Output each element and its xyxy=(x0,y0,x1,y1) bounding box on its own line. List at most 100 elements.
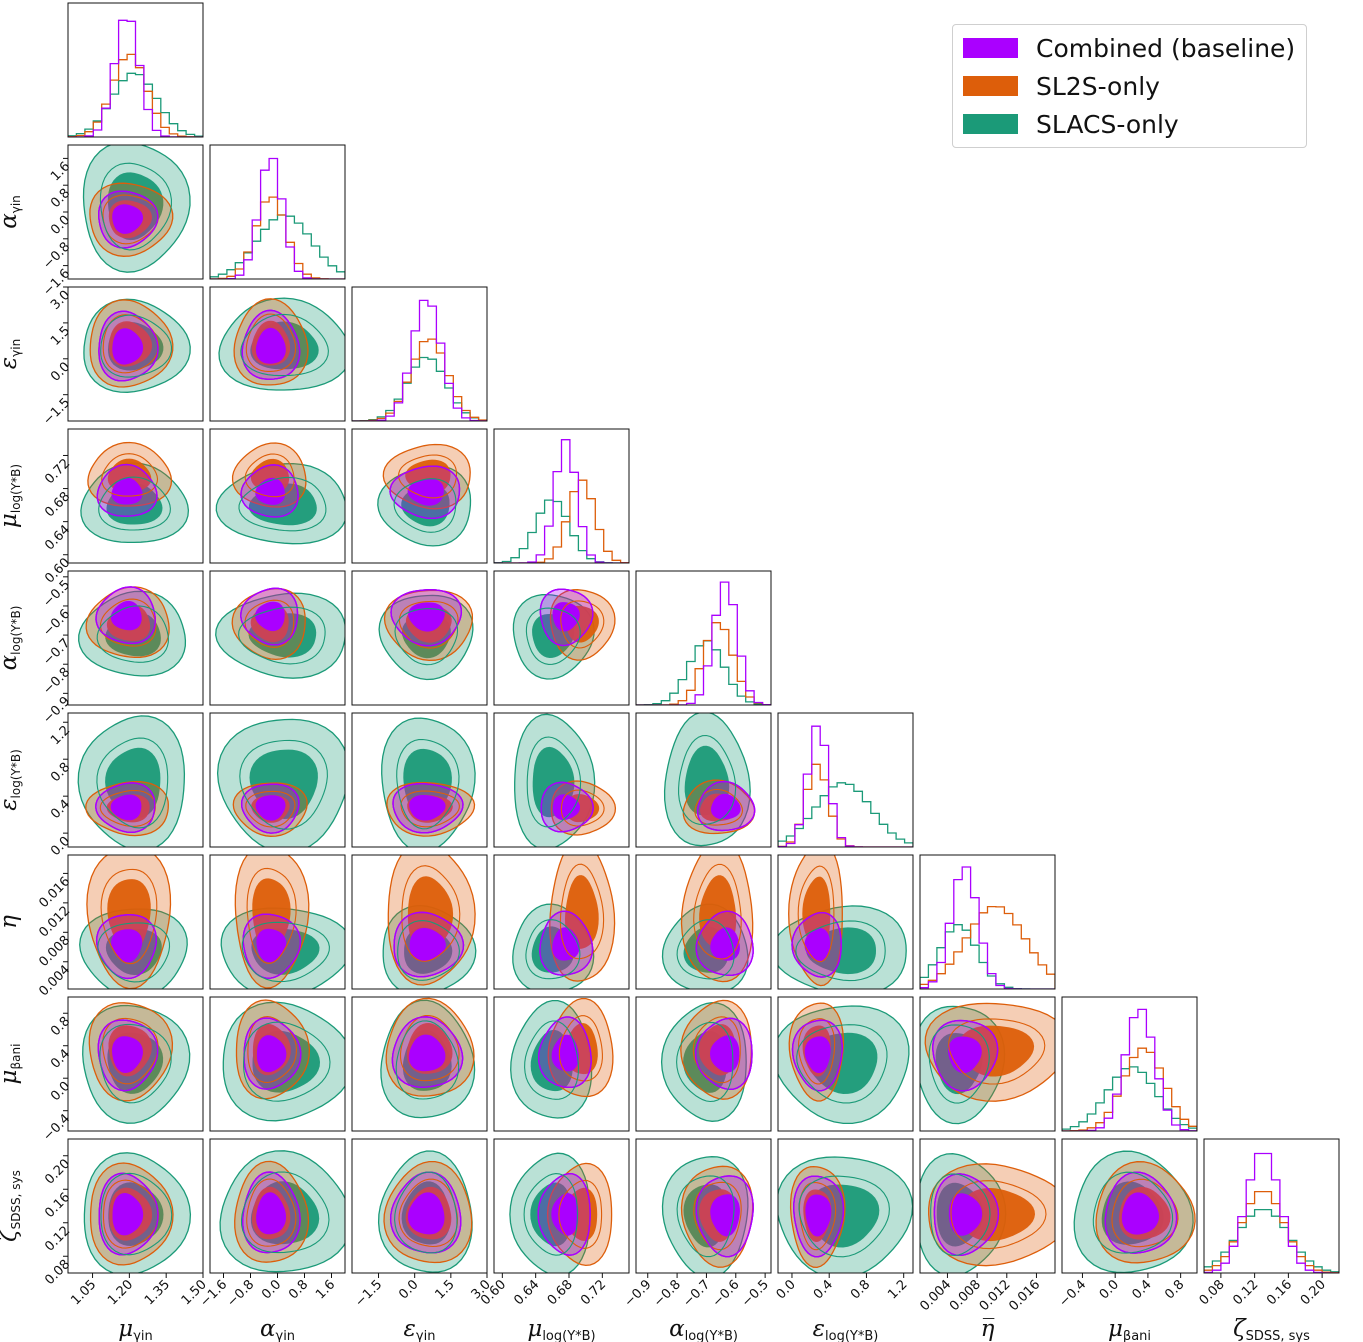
y-axis-label: μβani xyxy=(0,1044,23,1085)
y-tick-label: 0.8 xyxy=(48,1014,73,1039)
panel-frame xyxy=(209,996,346,1132)
contour-outline-sl2s-only xyxy=(398,1178,459,1248)
x-axis-label: εlog(Υ*B) xyxy=(813,1316,879,1342)
histogram-slacs-only xyxy=(1204,1208,1339,1273)
panel-alpha_logY-alpha_gamma_in xyxy=(209,570,346,706)
panel-mu_beta_ani-eps_gamma_in xyxy=(351,996,488,1132)
x-tick-label: −0.7 xyxy=(680,1277,713,1310)
contour-1sigma-combined-baseline- xyxy=(804,928,831,962)
panel-mu_beta_ani-mu_logY xyxy=(493,996,630,1132)
x-axis-label: αγin xyxy=(260,1316,295,1342)
panel-frame xyxy=(919,1138,1056,1274)
contour-outline-slacs-only xyxy=(795,920,886,982)
histogram-combined-baseline- xyxy=(636,581,771,705)
contour-1sigma-combined-baseline- xyxy=(408,1034,446,1072)
contour-outline-sl2s-only xyxy=(693,863,742,960)
panel-mu_beta_ani-mu_beta_ani xyxy=(1061,996,1198,1132)
histogram-sl2s-only xyxy=(778,763,913,847)
y-tick-label: 0.0 xyxy=(48,213,73,238)
contour-outline-sl2s-only xyxy=(560,600,605,649)
y-tick-label: 0.08 xyxy=(42,1257,73,1288)
y-tick-label: 0.68 xyxy=(42,489,73,520)
x-tick-label: 0.0 xyxy=(396,1277,421,1302)
y-tick-label: 0.0 xyxy=(48,359,73,384)
histogram-combined-baseline- xyxy=(778,725,913,847)
contour-outline-sl2s-only xyxy=(101,453,159,497)
legend-item-combined: Combined (baseline) xyxy=(963,33,1295,63)
panel-eps_logY-mu_logY xyxy=(493,712,630,848)
panel-frame xyxy=(493,428,630,564)
histogram-combined-baseline- xyxy=(1204,1152,1339,1273)
contour-outline-sl2s-only xyxy=(246,867,297,964)
y-tick-label: 0.4 xyxy=(48,1046,73,1071)
x-tick-label: 0.64 xyxy=(511,1277,542,1308)
contour-outline-sl2s-only xyxy=(246,1178,297,1247)
contour-outline-slacs-only xyxy=(394,608,459,666)
contour-outline-slacs-only xyxy=(238,476,327,532)
panel-frame xyxy=(209,286,346,422)
x-tick-label: 1.5 xyxy=(432,1277,457,1302)
panel-alpha_gamma_in-alpha_gamma_in xyxy=(209,144,346,280)
histogram-sl2s-only xyxy=(68,53,203,137)
panel-eps_gamma_in-alpha_gamma_in xyxy=(209,286,346,422)
panel-frame xyxy=(493,570,630,706)
histogram-sl2s-only xyxy=(352,338,487,421)
x-tick-label: 1.6 xyxy=(313,1277,338,1302)
contour-outline-sl2s-only xyxy=(948,1018,1046,1085)
panel-frame xyxy=(351,996,488,1132)
contour-1sigma-combined-baseline- xyxy=(256,928,287,963)
panel-eps_logY-eps_logY xyxy=(777,712,914,848)
x-tick-label: −0.8 xyxy=(224,1277,257,1310)
contour-outline-slacs-only xyxy=(798,1175,890,1258)
contour-1sigma-combined-baseline- xyxy=(110,794,142,821)
panel-eps_gamma_in-eps_gamma_in xyxy=(351,286,488,422)
panel-frame xyxy=(67,996,204,1132)
legend-item-slacs: SLACS-only xyxy=(963,109,1179,139)
contour-outline-slacs-only xyxy=(930,1173,991,1256)
contour-1sigma-combined-baseline- xyxy=(551,1193,579,1236)
panel-eta_bar-eps_logY xyxy=(777,854,914,990)
legend-label-sl2s: SL2S-only xyxy=(1036,71,1160,101)
legend-label-slacs: SLACS-only xyxy=(1036,109,1179,139)
contour-outline-slacs-only xyxy=(676,1021,734,1103)
panel-mu_logY-mu_logY xyxy=(493,428,630,564)
panel-frame xyxy=(67,1138,204,1274)
contour-outline-slacs-only xyxy=(100,1172,173,1256)
panel-frame xyxy=(67,570,204,706)
contour-outline-sl2s-only xyxy=(102,314,159,374)
contour-1sigma-combined-baseline- xyxy=(948,1193,983,1236)
panel-mu_gamma_in-mu_gamma_in xyxy=(67,2,204,138)
panel-frame xyxy=(493,1138,630,1274)
contour-outline-slacs-only xyxy=(99,162,172,251)
panel-frame xyxy=(351,854,488,990)
contour-outline-sl2s-only xyxy=(693,1181,742,1251)
panel-zeta_sdss_sys-zeta_sdss_sys: 0.08 0.12 0.16 0.20 ζSDSS, sys xyxy=(1197,1138,1340,1342)
contour-outline-sl2s-only xyxy=(245,313,297,372)
contour-1sigma-combined-baseline- xyxy=(255,477,285,505)
y-tick-label: 0.12 xyxy=(42,1223,73,1254)
legend-item-sl2s: SL2S-only xyxy=(963,71,1160,101)
panel-frame xyxy=(1061,996,1198,1132)
panel-eps_logY-eps_gamma_in xyxy=(351,712,488,848)
contour-outline-sl2s-only xyxy=(398,600,459,649)
panel-frame xyxy=(351,712,488,848)
contour-1sigma-combined-baseline- xyxy=(110,600,142,631)
x-tick-label: 0.008 xyxy=(947,1277,984,1314)
contour-1sigma-combined-baseline- xyxy=(111,929,143,963)
x-tick-label: 1.20 xyxy=(105,1277,136,1308)
panel-mu_beta_ani-eta_bar xyxy=(919,996,1056,1132)
x-tick-label: 0.004 xyxy=(917,1277,954,1314)
contour-1sigma-combined-baseline- xyxy=(255,327,286,364)
panel-frame xyxy=(919,854,1056,990)
contour-outline-sl2s-only xyxy=(102,1017,159,1085)
panel-frame xyxy=(209,428,346,564)
x-tick-label: 1.35 xyxy=(142,1277,173,1308)
contour-outline-sl2s-only xyxy=(399,1014,460,1082)
contour-1sigma-combined-baseline- xyxy=(112,328,144,365)
panel-frame xyxy=(351,1138,488,1274)
y-axis-label: αlog(Υ*B) xyxy=(0,606,23,671)
